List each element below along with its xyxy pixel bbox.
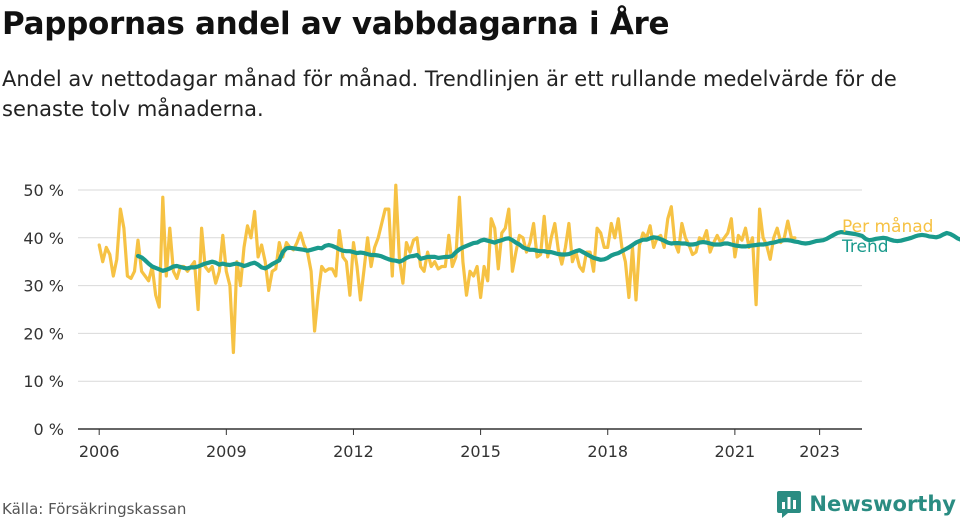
- y-tick-label: 40 %: [23, 229, 64, 248]
- newsworthy-logo-icon: [777, 491, 802, 518]
- x-axis-ticks: 2006 2009 2012 2015 2018 2021 2023: [79, 429, 840, 461]
- source-note: Källa: Försäkringskassan: [2, 500, 187, 518]
- series-line-trend: [135, 230, 960, 273]
- series-layer: [97, 183, 960, 355]
- y-tick-label: 10 %: [23, 372, 64, 391]
- page-title: Pappornas andel av vabbdagarna i Åre: [2, 6, 670, 42]
- grid-lines: [78, 189, 862, 382]
- legend-label-trend: Trend: [841, 237, 889, 257]
- y-tick-label: 50 %: [23, 181, 64, 200]
- x-tick-label: 2023: [799, 442, 840, 461]
- x-tick-label: 2015: [460, 442, 501, 461]
- legend-label-monthly: Per månad: [842, 216, 933, 237]
- x-tick-label: 2009: [206, 442, 247, 461]
- x-tick-label: 2021: [715, 442, 756, 461]
- y-tick-label: 0 %: [34, 420, 64, 439]
- x-tick-label: 2012: [333, 442, 374, 461]
- legend: Per månad Trend: [841, 216, 933, 257]
- chart-subtitle: Andel av nettodagar månad för månad. Tre…: [2, 67, 897, 121]
- x-tick-label: 2018: [587, 442, 628, 461]
- y-tick-label: 30 %: [23, 277, 64, 296]
- brand-name: Newsworthy: [809, 492, 956, 516]
- y-tick-label: 20 %: [23, 324, 64, 343]
- x-tick-label: 2006: [79, 442, 120, 461]
- brand-logo[interactable]: Newsworthy: [776, 489, 956, 519]
- chart-svg: 0 % 10 % 20 % 30 % 40 % 50 % 2006 2009 2012 2015…: [23, 181, 960, 461]
- y-axis-labels: 0 % 10 % 20 % 30 % 40 % 50 %: [23, 181, 64, 439]
- series-line-per-manad: [97, 183, 797, 355]
